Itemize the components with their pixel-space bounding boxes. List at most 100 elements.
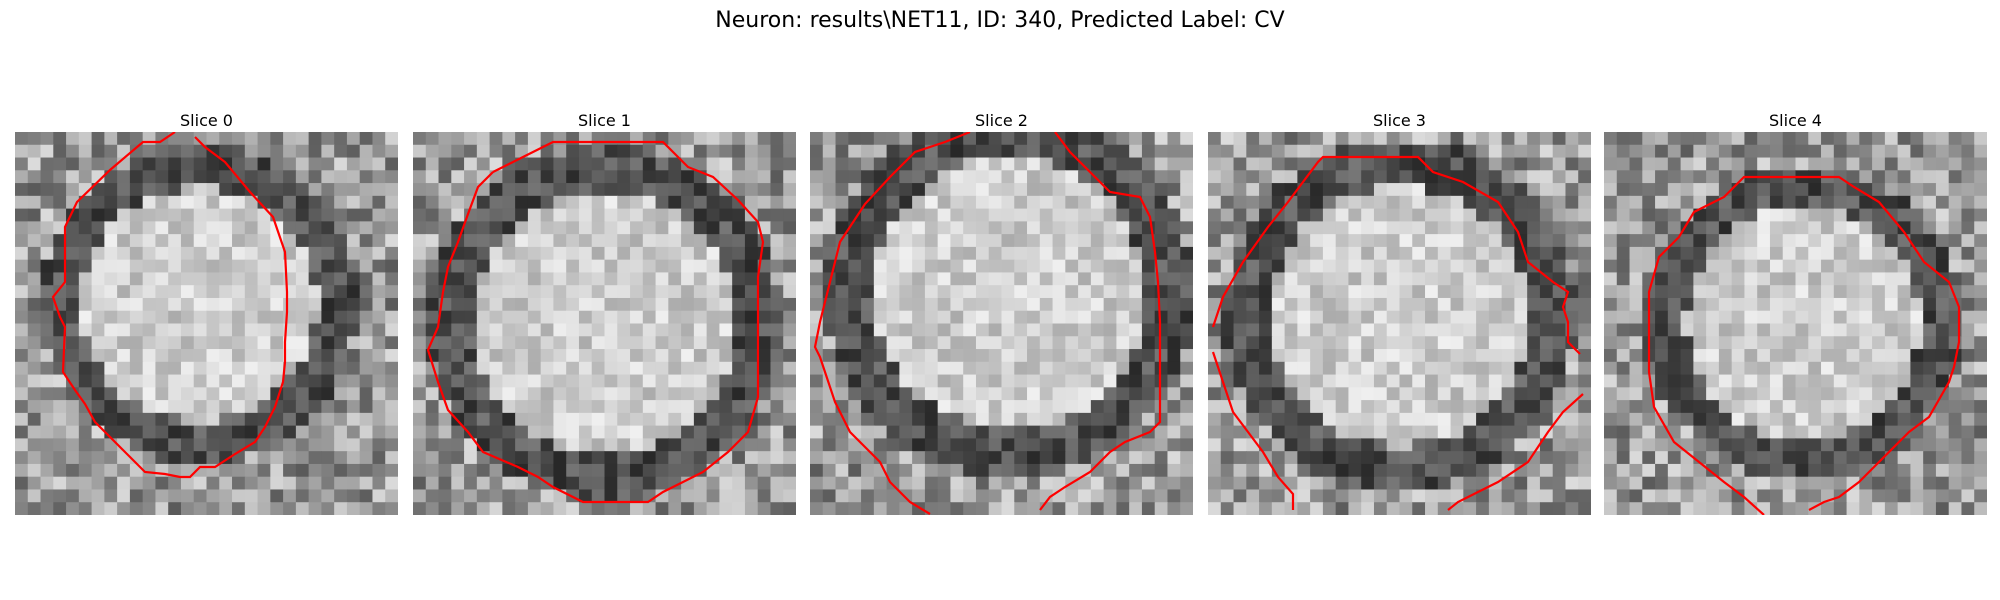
pixel-cell xyxy=(1220,183,1235,197)
pixel-cell xyxy=(1361,157,1375,171)
pixel-cell xyxy=(1078,489,1092,503)
pixel-cell xyxy=(950,374,964,388)
pixel-cell xyxy=(66,336,80,350)
pixel-cell xyxy=(1910,476,1924,491)
pixel-cell xyxy=(219,297,233,312)
pixel-cell xyxy=(1884,502,1899,515)
pixel-cell xyxy=(155,259,169,274)
pixel-cell xyxy=(1271,246,1286,261)
pixel-cell xyxy=(308,476,322,491)
pixel-cell xyxy=(1578,157,1591,171)
pixel-cell xyxy=(1961,234,1975,248)
pixel-cell xyxy=(1373,208,1388,222)
pixel-cell xyxy=(53,387,67,401)
pixel-cell xyxy=(1065,425,1079,439)
pixel-cell xyxy=(1501,259,1515,274)
pixel-cell xyxy=(566,349,580,363)
pixel-cell xyxy=(1039,221,1054,235)
pixel-cell xyxy=(1948,451,1963,465)
pixel-cell xyxy=(1373,259,1388,274)
pixel-cell xyxy=(1220,144,1235,159)
pixel-cell xyxy=(91,489,105,503)
pixel-cell xyxy=(78,502,93,515)
pixel-cell xyxy=(1052,387,1066,401)
pixel-cell xyxy=(950,285,964,299)
pixel-cell xyxy=(232,502,246,515)
pixel-cell xyxy=(1821,349,1835,363)
pixel-cell xyxy=(1680,387,1694,401)
pixel-cell xyxy=(515,476,529,491)
pixel-cell xyxy=(295,234,310,248)
pixel-cell xyxy=(129,476,144,491)
pixel-cell xyxy=(1039,374,1054,388)
pixel-cell xyxy=(912,246,926,261)
pixel-cell xyxy=(617,297,631,312)
pixel-cell xyxy=(1488,132,1503,146)
pixel-cell xyxy=(604,144,618,159)
pixel-cell xyxy=(1310,246,1324,261)
pixel-cell xyxy=(15,221,29,235)
pixel-cell xyxy=(91,476,105,491)
pixel-cell xyxy=(604,476,618,491)
pixel-cell xyxy=(1052,310,1066,325)
pixel-cell xyxy=(40,425,54,439)
pixel-cell xyxy=(591,195,606,210)
pixel-cell xyxy=(912,297,926,312)
pixel-cell xyxy=(1514,272,1528,286)
pixel-cell xyxy=(283,157,297,171)
pixel-cell xyxy=(617,425,631,439)
pixel-cell xyxy=(129,221,144,235)
pixel-cell xyxy=(886,234,900,248)
pixel-cell xyxy=(1450,195,1464,210)
pixel-cell xyxy=(1116,195,1130,210)
pixel-cell xyxy=(1731,374,1746,388)
pixel-cell xyxy=(1923,502,1937,515)
pixel-cell xyxy=(180,323,195,337)
pixel-cell xyxy=(1731,476,1746,491)
pixel-cell xyxy=(1399,387,1413,401)
pixel-cell xyxy=(783,438,796,452)
pixel-cell xyxy=(848,387,862,401)
pixel-cell xyxy=(1335,336,1350,350)
pixel-cell xyxy=(886,349,900,363)
pixel-cell xyxy=(1001,489,1015,503)
pixel-cell xyxy=(385,425,398,439)
pixel-cell xyxy=(1718,438,1733,452)
pixel-cell xyxy=(681,297,695,312)
pixel-cell xyxy=(1744,451,1758,465)
pixel-cell xyxy=(1259,297,1273,312)
pixel-cell xyxy=(1642,412,1656,427)
pixel-cell xyxy=(963,132,977,146)
pixel-cell xyxy=(464,170,478,184)
pixel-cell xyxy=(706,361,720,376)
pixel-cell xyxy=(1884,412,1899,427)
pixel-cell xyxy=(899,195,913,210)
pixel-cell xyxy=(1808,400,1822,414)
pixel-cell xyxy=(757,463,772,478)
pixel-cell xyxy=(1039,208,1054,222)
pixel-cell xyxy=(810,400,824,414)
pixel-cell xyxy=(1450,451,1464,465)
pixel-cell xyxy=(1297,285,1311,299)
pixel-cell xyxy=(540,451,555,465)
pixel-cell xyxy=(1961,132,1975,146)
pixel-cell xyxy=(1757,489,1771,503)
pixel-cell xyxy=(1399,361,1413,376)
pixel-cell xyxy=(372,361,386,376)
pixel-cell xyxy=(963,157,977,171)
pixel-cell xyxy=(1578,412,1591,427)
pixel-cell xyxy=(1884,259,1899,274)
pixel-cell xyxy=(1039,132,1054,146)
pixel-cell xyxy=(1718,502,1733,515)
pixel-cell xyxy=(655,285,669,299)
pixel-cell xyxy=(988,438,1003,452)
pixel-cell xyxy=(1782,259,1797,274)
pixel-cell xyxy=(912,489,926,503)
pixel-cell xyxy=(1399,438,1413,452)
pixel-cell xyxy=(308,502,322,515)
pixel-cell xyxy=(244,451,259,465)
pixel-cell xyxy=(180,234,195,248)
pixel-cell xyxy=(1846,285,1860,299)
pixel-cell xyxy=(1373,221,1388,235)
pixel-cell xyxy=(744,451,759,465)
